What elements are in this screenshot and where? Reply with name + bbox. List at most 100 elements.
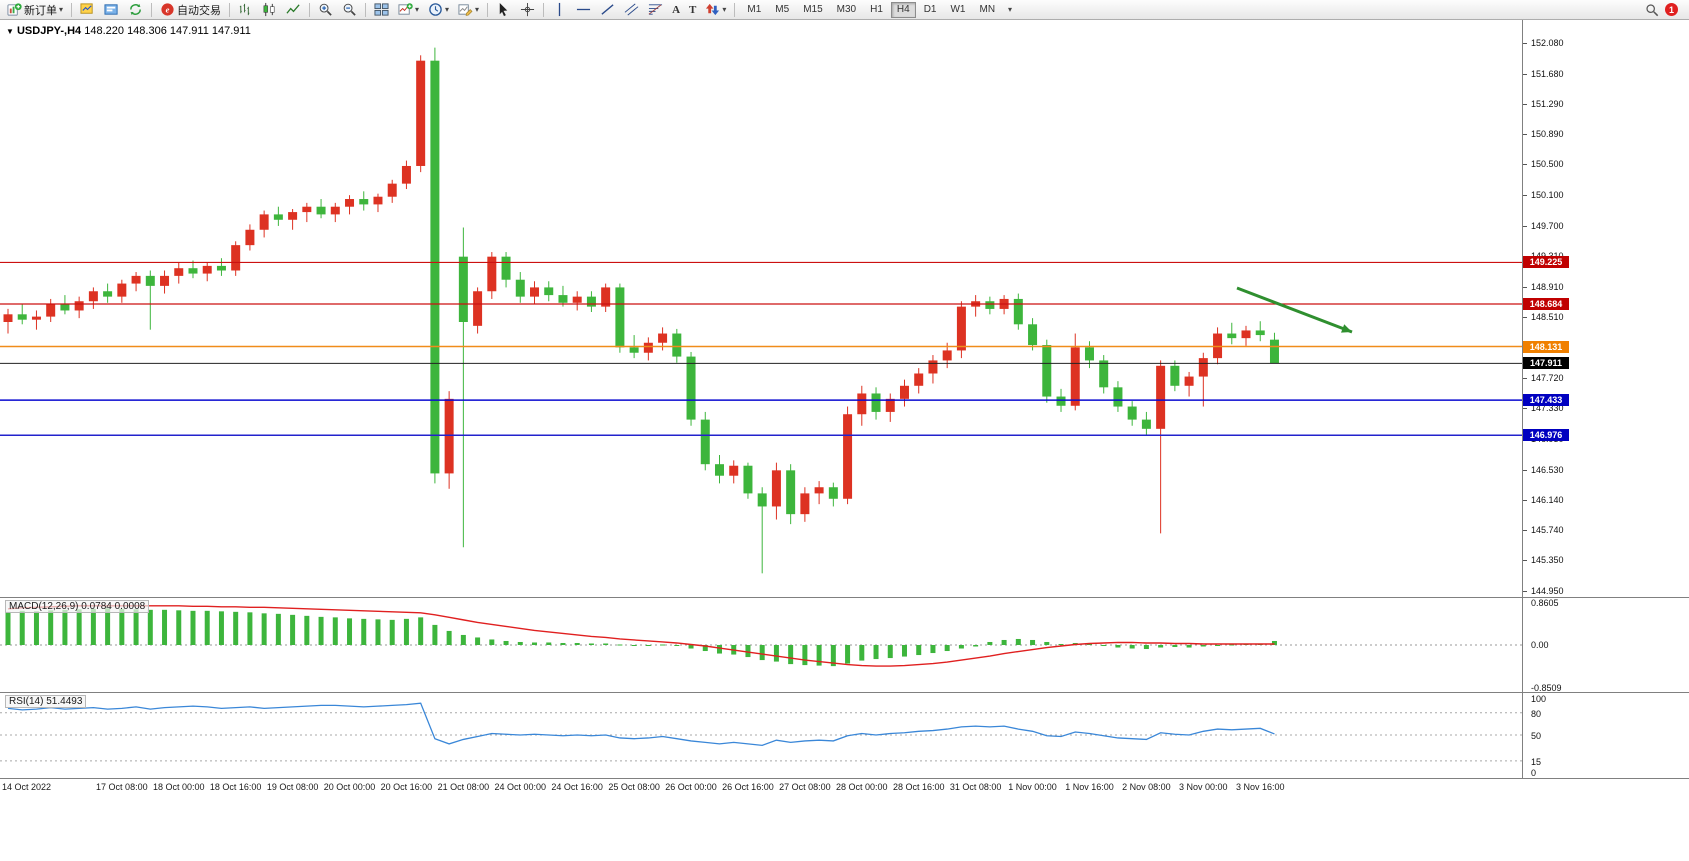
rsi-panel-canvas[interactable] bbox=[0, 693, 1522, 778]
macd-histogram-bar bbox=[987, 641, 993, 645]
price-axis[interactable]: 152.080 151.680 151.290 150.890 150.500 150.1… bbox=[1523, 20, 1689, 597]
zoom-out-button[interactable] bbox=[338, 1, 361, 19]
templates-button[interactable]: ▾ bbox=[454, 1, 483, 19]
new-order-label: 新订单 bbox=[24, 4, 57, 17]
price-tickmark bbox=[1523, 103, 1527, 105]
candle-body bbox=[444, 398, 454, 474]
tile-windows-button[interactable] bbox=[370, 1, 393, 19]
candle-body bbox=[586, 296, 596, 307]
bar-chart-button[interactable] bbox=[234, 1, 257, 19]
channel-icon bbox=[624, 3, 639, 16]
candle-body bbox=[1056, 396, 1066, 406]
search-icon[interactable] bbox=[1645, 3, 1659, 17]
toolbar-overflow-icon[interactable]: ▾ bbox=[1008, 4, 1013, 14]
cursor-button[interactable] bbox=[492, 1, 515, 19]
symbol-dropdown-icon[interactable]: ▼ bbox=[6, 27, 14, 36]
macd-histogram-bar bbox=[560, 642, 566, 645]
candle-body bbox=[46, 304, 56, 317]
candle-body bbox=[1070, 347, 1080, 406]
toolbar: 新订单 ▾ e 自动交易 bbox=[0, 0, 1689, 20]
macd-histogram-bar bbox=[916, 645, 922, 656]
timeframe-button-m15[interactable]: M15 bbox=[797, 2, 828, 18]
candle-body bbox=[1198, 358, 1208, 377]
caret-down-icon: ▾ bbox=[59, 4, 64, 14]
line-chart-button[interactable] bbox=[282, 1, 305, 19]
candle-body bbox=[501, 256, 511, 280]
refresh-icon bbox=[130, 3, 141, 16]
time-axis-label: 26 Oct 16:00 bbox=[722, 782, 774, 792]
candle-body bbox=[458, 256, 468, 322]
new-order-button[interactable]: 新订单 ▾ bbox=[3, 1, 67, 19]
macd-histogram-bar bbox=[958, 645, 964, 649]
timeframe-button-m30[interactable]: M30 bbox=[831, 2, 862, 18]
text-button[interactable]: A bbox=[668, 1, 684, 19]
candle-body bbox=[188, 268, 198, 274]
candle-body bbox=[1028, 324, 1038, 346]
timeframe-button-mn[interactable]: MN bbox=[973, 2, 1001, 18]
notification-badge[interactable]: 1 bbox=[1665, 3, 1678, 16]
price-tickmark bbox=[1523, 43, 1527, 44]
macd-histogram-bar bbox=[1001, 639, 1007, 645]
refresh-button[interactable] bbox=[124, 1, 147, 19]
price-axis-tick: 149.700 bbox=[1531, 220, 1564, 231]
channel-button[interactable] bbox=[620, 1, 643, 19]
periods-button[interactable]: ▾ bbox=[424, 1, 453, 19]
vertical-line-button[interactable] bbox=[548, 1, 571, 19]
arrows-button[interactable]: ▾ bbox=[701, 1, 730, 19]
indicators-button[interactable]: ▾ bbox=[394, 1, 423, 19]
symbol-period-label: USDJPY-,H4 bbox=[16, 25, 82, 37]
main-chart-canvas[interactable] bbox=[0, 20, 1522, 597]
new-order-icon bbox=[7, 3, 22, 16]
candle-body bbox=[273, 214, 283, 220]
time-axis-label: 19 Oct 08:00 bbox=[266, 782, 319, 792]
candle-body bbox=[1227, 333, 1237, 339]
timeframe-button-m5[interactable]: M5 bbox=[769, 2, 795, 18]
toolbar-separator bbox=[151, 2, 153, 17]
time-axis[interactable]: 14 Oct 2022 17 Oct 08:00 18 Oct 00:00 18 Oc… bbox=[0, 779, 1522, 799]
candlestick-chart-button[interactable] bbox=[258, 1, 281, 19]
zoom-out-icon bbox=[343, 3, 356, 16]
candle-body bbox=[601, 287, 611, 307]
candle-body bbox=[174, 268, 184, 276]
profiles-button[interactable] bbox=[100, 1, 123, 19]
profiles-icon bbox=[104, 4, 118, 15]
timeframe-button-m1[interactable]: M1 bbox=[741, 2, 767, 18]
panel-separator bbox=[0, 778, 1689, 779]
panel-separator[interactable] bbox=[0, 597, 1689, 598]
panel-separator[interactable] bbox=[0, 692, 1689, 693]
timeframe-button-h4[interactable]: H4 bbox=[890, 1, 916, 18]
timeframe-button-w1[interactable]: W1 bbox=[944, 2, 971, 18]
clock-icon bbox=[429, 3, 442, 16]
candle-body bbox=[145, 275, 155, 286]
macd-histogram-bar bbox=[347, 618, 353, 645]
timeframe-button-h1[interactable]: H1 bbox=[864, 2, 889, 18]
macd-histogram-bar bbox=[1186, 645, 1192, 648]
timeframe-button-d1[interactable]: D1 bbox=[918, 2, 943, 18]
trend-arrow-object[interactable] bbox=[1236, 286, 1353, 334]
rsi-axis-tick: 0 bbox=[1531, 768, 1537, 778]
trendline-button[interactable] bbox=[596, 1, 619, 19]
candle-body bbox=[88, 291, 98, 302]
new-chart-button[interactable] bbox=[76, 1, 99, 19]
macd-histogram-bar bbox=[204, 610, 210, 645]
autotrading-button[interactable]: e 自动交易 bbox=[156, 1, 225, 19]
arrows-icon bbox=[706, 3, 720, 16]
macd-name: MACD(12,26,9) bbox=[9, 601, 79, 612]
candle-body bbox=[117, 283, 127, 297]
macd-panel-canvas[interactable] bbox=[0, 598, 1522, 692]
zoom-in-button[interactable] bbox=[314, 1, 337, 19]
time-axis-label: 18 Oct 00:00 bbox=[152, 782, 205, 792]
text-label-button[interactable]: T bbox=[685, 1, 700, 19]
time-axis-label: 1 Nov 16:00 bbox=[1065, 782, 1114, 792]
candle-body bbox=[558, 295, 568, 303]
candle-body bbox=[373, 196, 383, 205]
candle-body bbox=[800, 493, 810, 515]
macd-signal-line bbox=[7, 605, 1275, 667]
macd-axis[interactable]: 0.8605 0.00 -0.8509 bbox=[1523, 598, 1689, 693]
candle-body bbox=[416, 60, 426, 166]
crosshair-button[interactable] bbox=[516, 1, 539, 19]
horizontal-line-button[interactable] bbox=[572, 1, 595, 19]
fibonacci-button[interactable] bbox=[644, 1, 667, 19]
rsi-axis[interactable]: 100 80 50 15 0 bbox=[1523, 693, 1689, 778]
macd-histogram-bar bbox=[403, 618, 409, 645]
